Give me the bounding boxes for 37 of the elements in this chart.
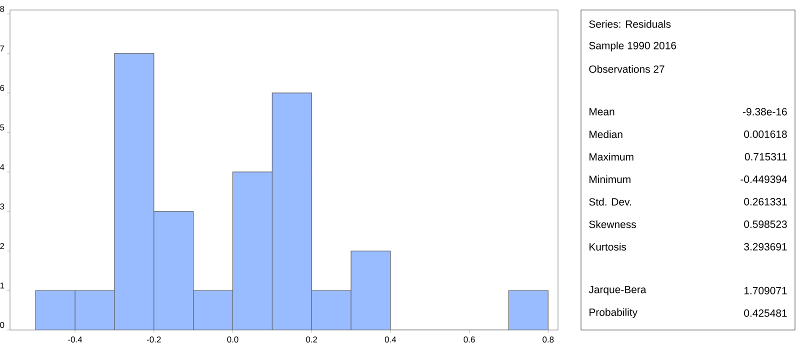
y-tick-label: 4 [0,164,4,170]
data-label: 0.261331 [744,198,787,206]
x-tick-label: 0.0 [227,336,238,342]
y-tick-label: 8 [0,6,4,12]
category-label: Minimum [590,175,630,184]
x-tick-label: -0.4 [68,336,82,342]
category-label: Median [590,130,622,138]
x-tick-label: 0.6 [464,336,475,342]
category-label: Std. Dev. [589,198,631,206]
y-tick-label: 7 [0,46,4,52]
text: Observations 27 [589,65,664,73]
text: Sample 1990 2016 [589,42,676,52]
y-tick-label: 6 [0,84,4,91]
data-label: 0.598523 [744,220,787,228]
category-label: Mean [590,108,614,116]
y-tick-label: 0 [0,322,4,328]
category-label: Probability [590,308,638,318]
data-label: 1.709071 [744,286,787,294]
x-tick-label: 0.4 [384,336,396,342]
category-label: Jarque-Bera [588,286,646,296]
y-tick-label: 3 [0,204,4,210]
x-tick-label: 0.8 [542,336,554,342]
data-label: 0.425481 [744,309,787,317]
category-label: Maximum [590,152,634,161]
data-label: -0.449394 [740,176,787,183]
category-label: Kurtosis [590,242,626,251]
text: Series: Residuals [589,20,671,28]
data-label: 0.715311 [744,153,787,160]
data-label: -9.38e-16 [743,108,787,116]
data-label: 0.001618 [744,130,787,138]
data-label: 3.293691 [744,243,787,250]
x-tick-label: 0.2 [306,336,318,342]
x-tick-label: -0.2 [146,336,161,342]
y-tick-label: 2 [0,243,4,249]
y-tick-label: 1 [0,282,4,288]
category-label: Skewness [589,220,636,228]
y-tick-label: 5 [0,124,4,130]
